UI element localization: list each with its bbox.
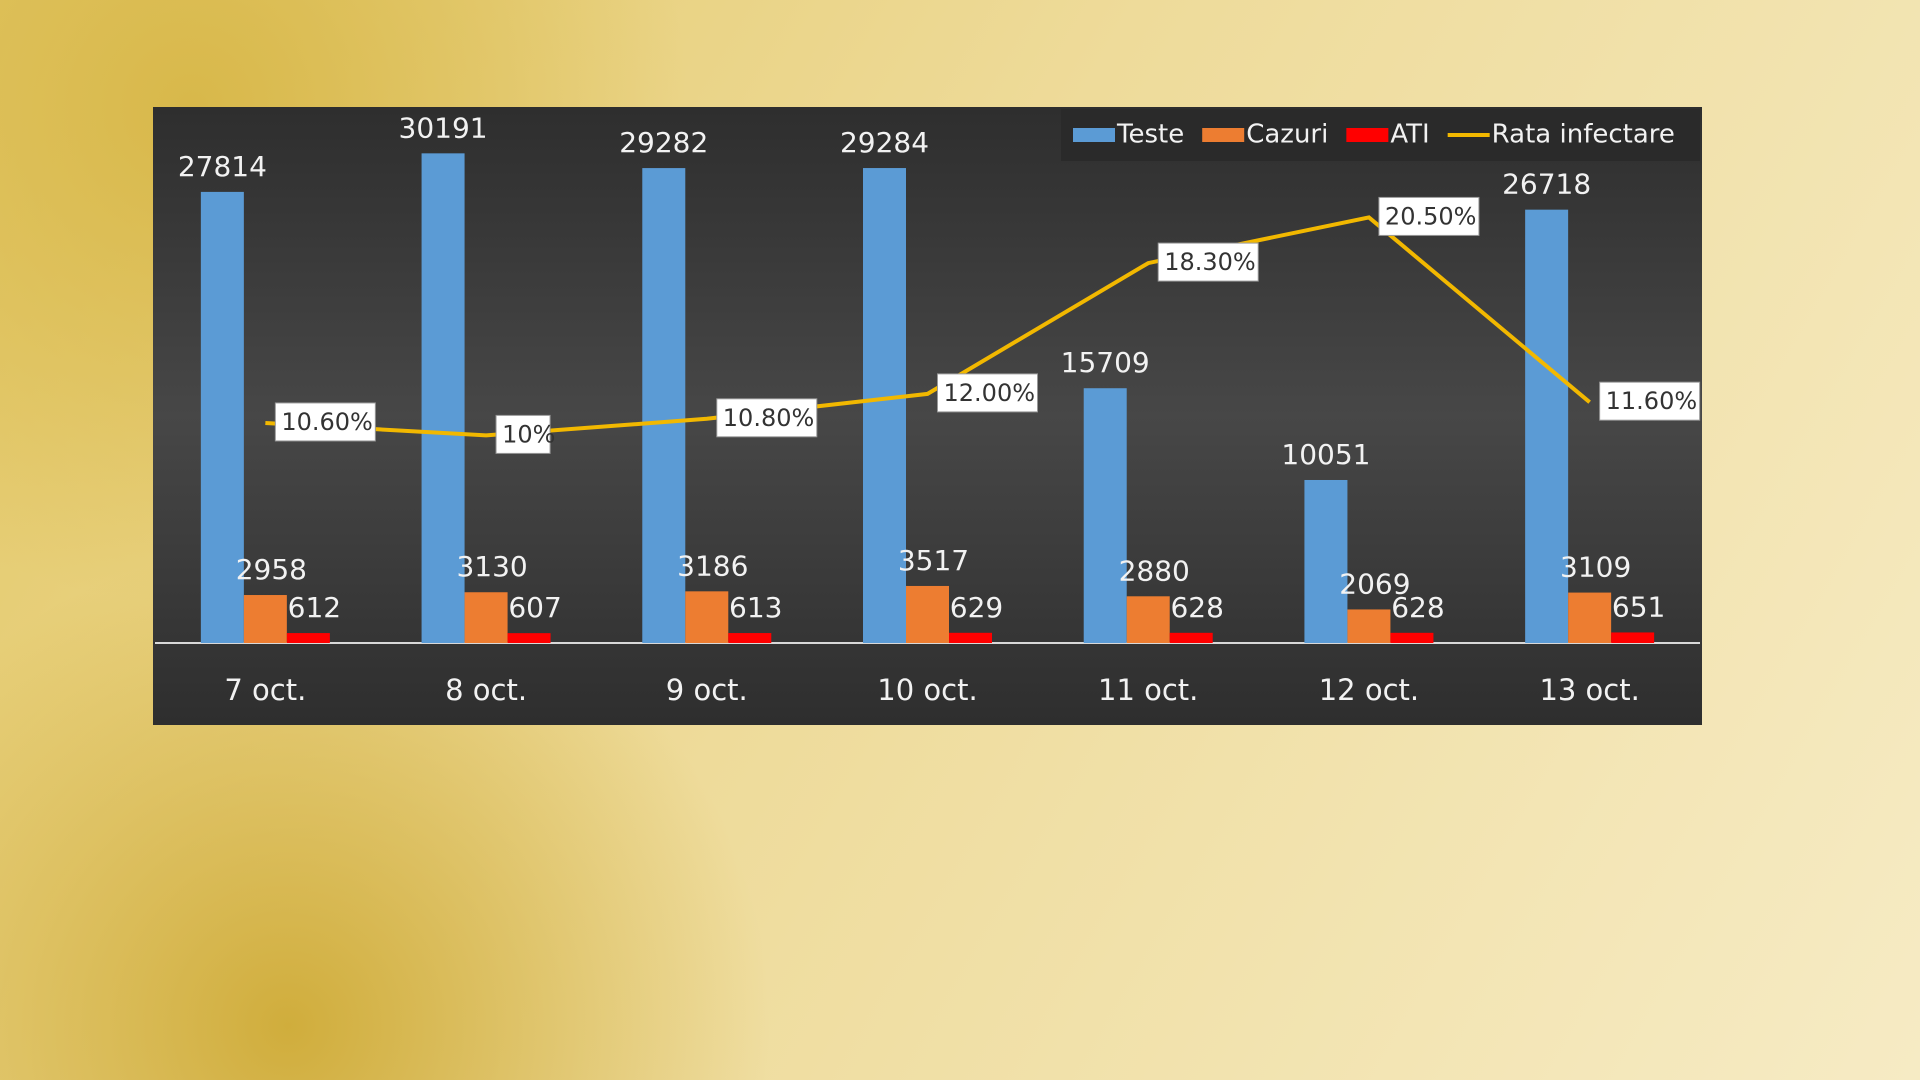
x-tick-label: 12 oct. (1319, 673, 1419, 707)
data-label: 3517 (898, 544, 969, 577)
bar (1304, 479, 1348, 643)
data-label: 30191 (399, 111, 488, 144)
data-label: 10051 (1281, 438, 1370, 471)
data-label: 29284 (840, 126, 929, 159)
data-label-box (1599, 381, 1701, 421)
bar (421, 153, 465, 643)
bar (286, 633, 330, 643)
data-label: 26718 (1502, 168, 1591, 201)
bar (1568, 592, 1612, 643)
data-label: 607 (508, 591, 561, 624)
legend-label: Cazuri (1246, 120, 1328, 150)
x-tick-label: 7 oct. (224, 673, 306, 707)
bar (642, 168, 686, 643)
legend-label: Rata infectare (1492, 120, 1675, 150)
data-label: 11.60% (1606, 387, 1698, 415)
bar (906, 585, 949, 643)
data-label-box (937, 373, 1038, 413)
data-label: 10.60% (281, 408, 373, 436)
bar (464, 592, 508, 643)
data-label: 628 (1391, 591, 1444, 624)
data-label: 612 (288, 591, 341, 624)
data-label: 628 (1170, 591, 1223, 624)
x-tick-label: 13 oct. (1539, 673, 1639, 707)
data-label-box (1157, 242, 1259, 282)
x-tick-label: 9 oct. (666, 673, 748, 707)
bar (507, 633, 551, 643)
bar (1126, 596, 1170, 643)
bar (1083, 388, 1127, 643)
data-label: 10.80% (723, 404, 815, 432)
bar (243, 595, 287, 643)
data-label: 12.00% (944, 379, 1036, 407)
data-label: 3186 (677, 549, 748, 582)
data-label: 29282 (619, 126, 708, 159)
bar (1169, 632, 1213, 643)
x-tick-label: 10 oct. (877, 673, 977, 707)
data-label-box (274, 402, 376, 442)
data-label: 629 (950, 591, 1003, 624)
bar (728, 633, 772, 643)
data-label: 613 (729, 591, 782, 624)
data-label-box (716, 398, 818, 438)
bar (685, 591, 729, 643)
data-label: 3130 (456, 550, 527, 583)
data-label: 20.50% (1385, 202, 1477, 230)
data-label: 2069 (1339, 567, 1410, 600)
data-label: 651 (1612, 590, 1665, 623)
legend-swatch (1202, 128, 1245, 142)
bar (1525, 209, 1569, 644)
data-label-box (495, 414, 551, 454)
legend-swatch (1346, 128, 1389, 142)
legend-label: Teste (1116, 120, 1184, 150)
legend-swatch (1073, 128, 1115, 142)
bar (949, 632, 992, 643)
bar (1390, 632, 1434, 643)
bar (1611, 632, 1655, 643)
data-label: 2880 (1119, 554, 1190, 587)
bar (1347, 609, 1391, 643)
data-label: 2958 (236, 553, 307, 586)
data-label: 18.30% (1164, 248, 1256, 276)
x-tick-label: 11 oct. (1098, 673, 1198, 707)
bar (863, 168, 906, 644)
bar (200, 191, 244, 643)
legend-label: ATI (1390, 120, 1429, 150)
data-label: 10% (502, 420, 555, 448)
data-label: 27814 (178, 150, 267, 183)
line (265, 215, 1591, 438)
data-label: 3109 (1560, 551, 1631, 584)
x-tick-label: 8 oct. (445, 673, 527, 707)
data-label: 15709 (1061, 346, 1150, 379)
data-label-box (1378, 196, 1480, 236)
